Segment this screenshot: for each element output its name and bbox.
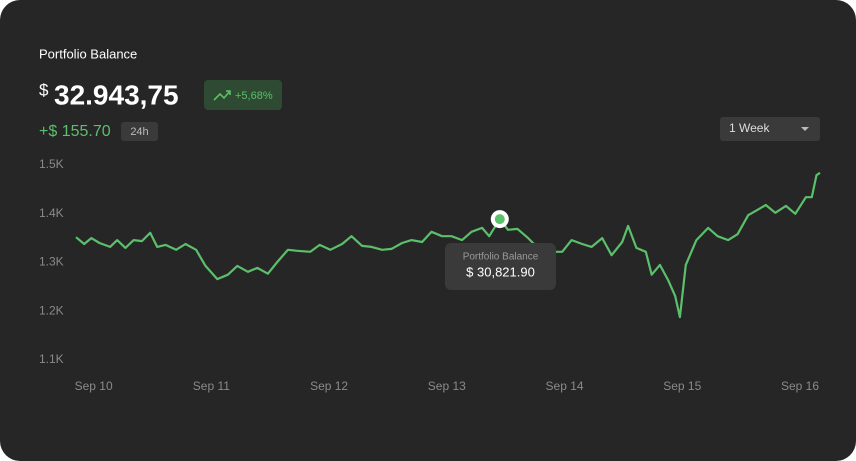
y-tick-label: 1.5K [39, 157, 64, 171]
y-tick-label: 1.2K [39, 303, 64, 317]
currency: $ [39, 80, 49, 99]
tooltip-box [445, 243, 556, 290]
y-tick-label: 1.1K [39, 352, 64, 366]
x-tick-label: Sep 10 [75, 379, 113, 393]
plot: 1.1K 1.2K 1.3K 1.4K 1.5K Sep 10 Sep 11 Sep 12 Se… [39, 157, 821, 393]
change-badge [204, 80, 282, 110]
title: Portfolio Balance [39, 46, 137, 61]
period-badge [121, 122, 158, 141]
tooltip-title: Portfolio Balance [463, 252, 539, 263]
x-tick-label: Sep 16 [781, 379, 819, 393]
change-pct: +5,68% [235, 90, 273, 102]
range-select[interactable] [720, 117, 820, 141]
y-tick-label: 1.4K [39, 206, 64, 220]
change-abs: +$ 155.70 [39, 123, 111, 140]
balance: 32.943,75 [54, 79, 179, 110]
x-tick-label: Sep 13 [428, 379, 466, 393]
y-tick-label: 1.3K [39, 255, 64, 269]
x-tick-label: Sep 12 [310, 379, 348, 393]
highlight-dot [494, 214, 505, 225]
trend-icon [213, 90, 231, 101]
x-tick-label: Sep 11 [193, 379, 230, 393]
range-label[interactable]: 1 Week [729, 121, 770, 135]
caret [801, 127, 809, 131]
x-tick-label: Sep 15 [663, 379, 701, 393]
tooltip-value: $ 30,821.90 [466, 264, 535, 279]
line [75, 171, 821, 319]
period-label: 24h [130, 126, 148, 138]
x-tick-label: Sep 14 [546, 379, 584, 393]
